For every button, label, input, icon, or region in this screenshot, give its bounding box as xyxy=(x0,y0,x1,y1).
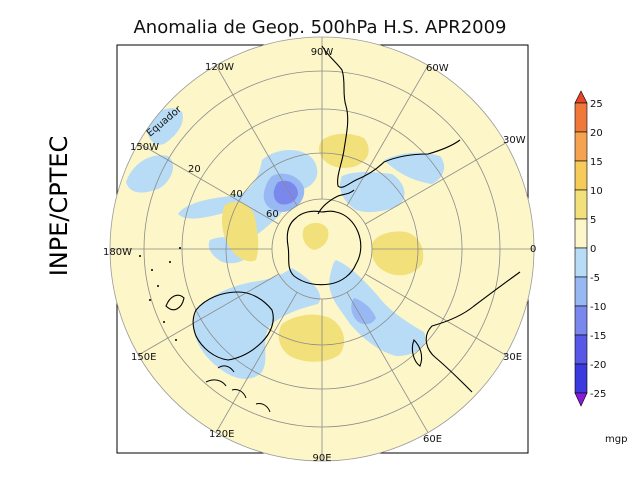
map-rim xyxy=(109,36,535,462)
meridian-line xyxy=(138,142,279,225)
chart-title: Anomalia de Geop. 500hPa H.S. APR2009 xyxy=(133,17,506,38)
meridian-line xyxy=(215,65,298,206)
meridian-line xyxy=(346,292,429,433)
colorbar-band-m20-m15 xyxy=(574,334,588,365)
colorbar-band-5-10 xyxy=(574,189,588,220)
anomaly-positive-pacific xyxy=(222,201,259,262)
anomaly-positive-antarctic xyxy=(302,222,329,250)
meridian-line xyxy=(138,273,279,356)
anomaly-negative-indian-core xyxy=(351,298,376,325)
colorbar-label-m5: -5 xyxy=(590,273,600,284)
side-label: INPE/CPTEC xyxy=(45,136,73,277)
lon-label-30w: 30W xyxy=(503,135,526,146)
anomaly-positive-atlantic xyxy=(371,231,424,276)
colorbar-label-m10: -10 xyxy=(590,302,606,313)
meridians xyxy=(110,37,534,461)
lon-label-180w: 180W xyxy=(103,247,132,258)
lat-label-20: 20 xyxy=(188,164,201,175)
colorbar-bottom-arrow xyxy=(574,392,588,407)
lon-label-30e: 30E xyxy=(503,352,522,363)
polar-map xyxy=(110,37,534,461)
colorbar-top-arrow xyxy=(574,90,588,104)
anomaly-negative-indian-ocean xyxy=(329,260,426,356)
colorbar-band-m15-m10 xyxy=(574,305,588,336)
colorbar-label-10: 10 xyxy=(590,186,603,197)
lat-label-60: 60 xyxy=(266,209,279,220)
anomaly-negative-south-atlantic xyxy=(384,152,445,184)
lon-label-150e: 150E xyxy=(131,352,156,363)
colorbar-band-10-15 xyxy=(574,160,588,191)
colorbar-label-0: 0 xyxy=(590,244,596,255)
colorbar-band-m25-m20 xyxy=(574,363,588,394)
lon-label-120e: 120E xyxy=(209,429,234,440)
madagascar-coastline xyxy=(411,339,423,367)
colorbar-label-5: 5 xyxy=(590,215,596,226)
south-america-coastline xyxy=(321,45,461,188)
meridian-line xyxy=(346,65,429,206)
indonesia-islands xyxy=(205,365,271,413)
colorbar-band-15-20 xyxy=(574,131,588,162)
anomaly-positive-indian xyxy=(278,314,345,362)
anomaly-negative-australia xyxy=(193,268,321,379)
colorbar-label-15: 15 xyxy=(590,157,603,168)
colorbar-band-20-25 xyxy=(574,102,588,133)
meridian-line xyxy=(365,273,506,356)
antarctica-coastline xyxy=(286,189,362,286)
lon-label-120w: 120W xyxy=(205,62,234,73)
colorbar-band-0-5 xyxy=(574,218,588,249)
lon-label-90w: 90W xyxy=(311,47,334,58)
anomaly-negative-core-inner xyxy=(273,180,298,205)
colorbar-band-m5-0 xyxy=(574,247,588,278)
anomaly-negative-south-america-east xyxy=(339,172,405,213)
lon-label-0: 0 xyxy=(530,244,536,255)
pacific-islands xyxy=(139,247,181,341)
colorbar-unit: mgp xyxy=(605,434,627,445)
colorbar: 25 20 15 10 5 0 -5 -10 -15 -20 -25 mgp xyxy=(574,90,627,445)
colorbar-label-m15: -15 xyxy=(590,331,606,342)
colorbar-label-m25: -25 xyxy=(590,389,606,400)
africa-coastline xyxy=(425,271,521,393)
anomaly-negative-west-pacific xyxy=(126,155,174,193)
meridian-line xyxy=(365,142,506,225)
colorbar-labels: 25 20 15 10 5 0 -5 -10 -15 -20 -25 mgp xyxy=(590,99,627,445)
meridian-line xyxy=(215,292,298,433)
colorbar-label-m20: -20 xyxy=(590,360,606,371)
colorbar-label-25: 25 xyxy=(590,99,603,110)
colorbar-label-20: 20 xyxy=(590,128,603,139)
lon-label-150w: 150W xyxy=(130,142,159,153)
lon-label-60e: 60E xyxy=(423,434,442,445)
australia-coastline xyxy=(192,291,274,361)
lat-label-40: 40 xyxy=(230,189,243,200)
lon-label-60w: 60W xyxy=(426,63,449,74)
colorbar-band-m10-m5 xyxy=(574,276,588,307)
lon-label-90e: 90E xyxy=(312,453,331,464)
new-zealand-coastline xyxy=(165,294,185,311)
longitude-labels: 90W 60W 30W 0 30E 60E 90E 120E 150E 180W… xyxy=(103,47,536,464)
